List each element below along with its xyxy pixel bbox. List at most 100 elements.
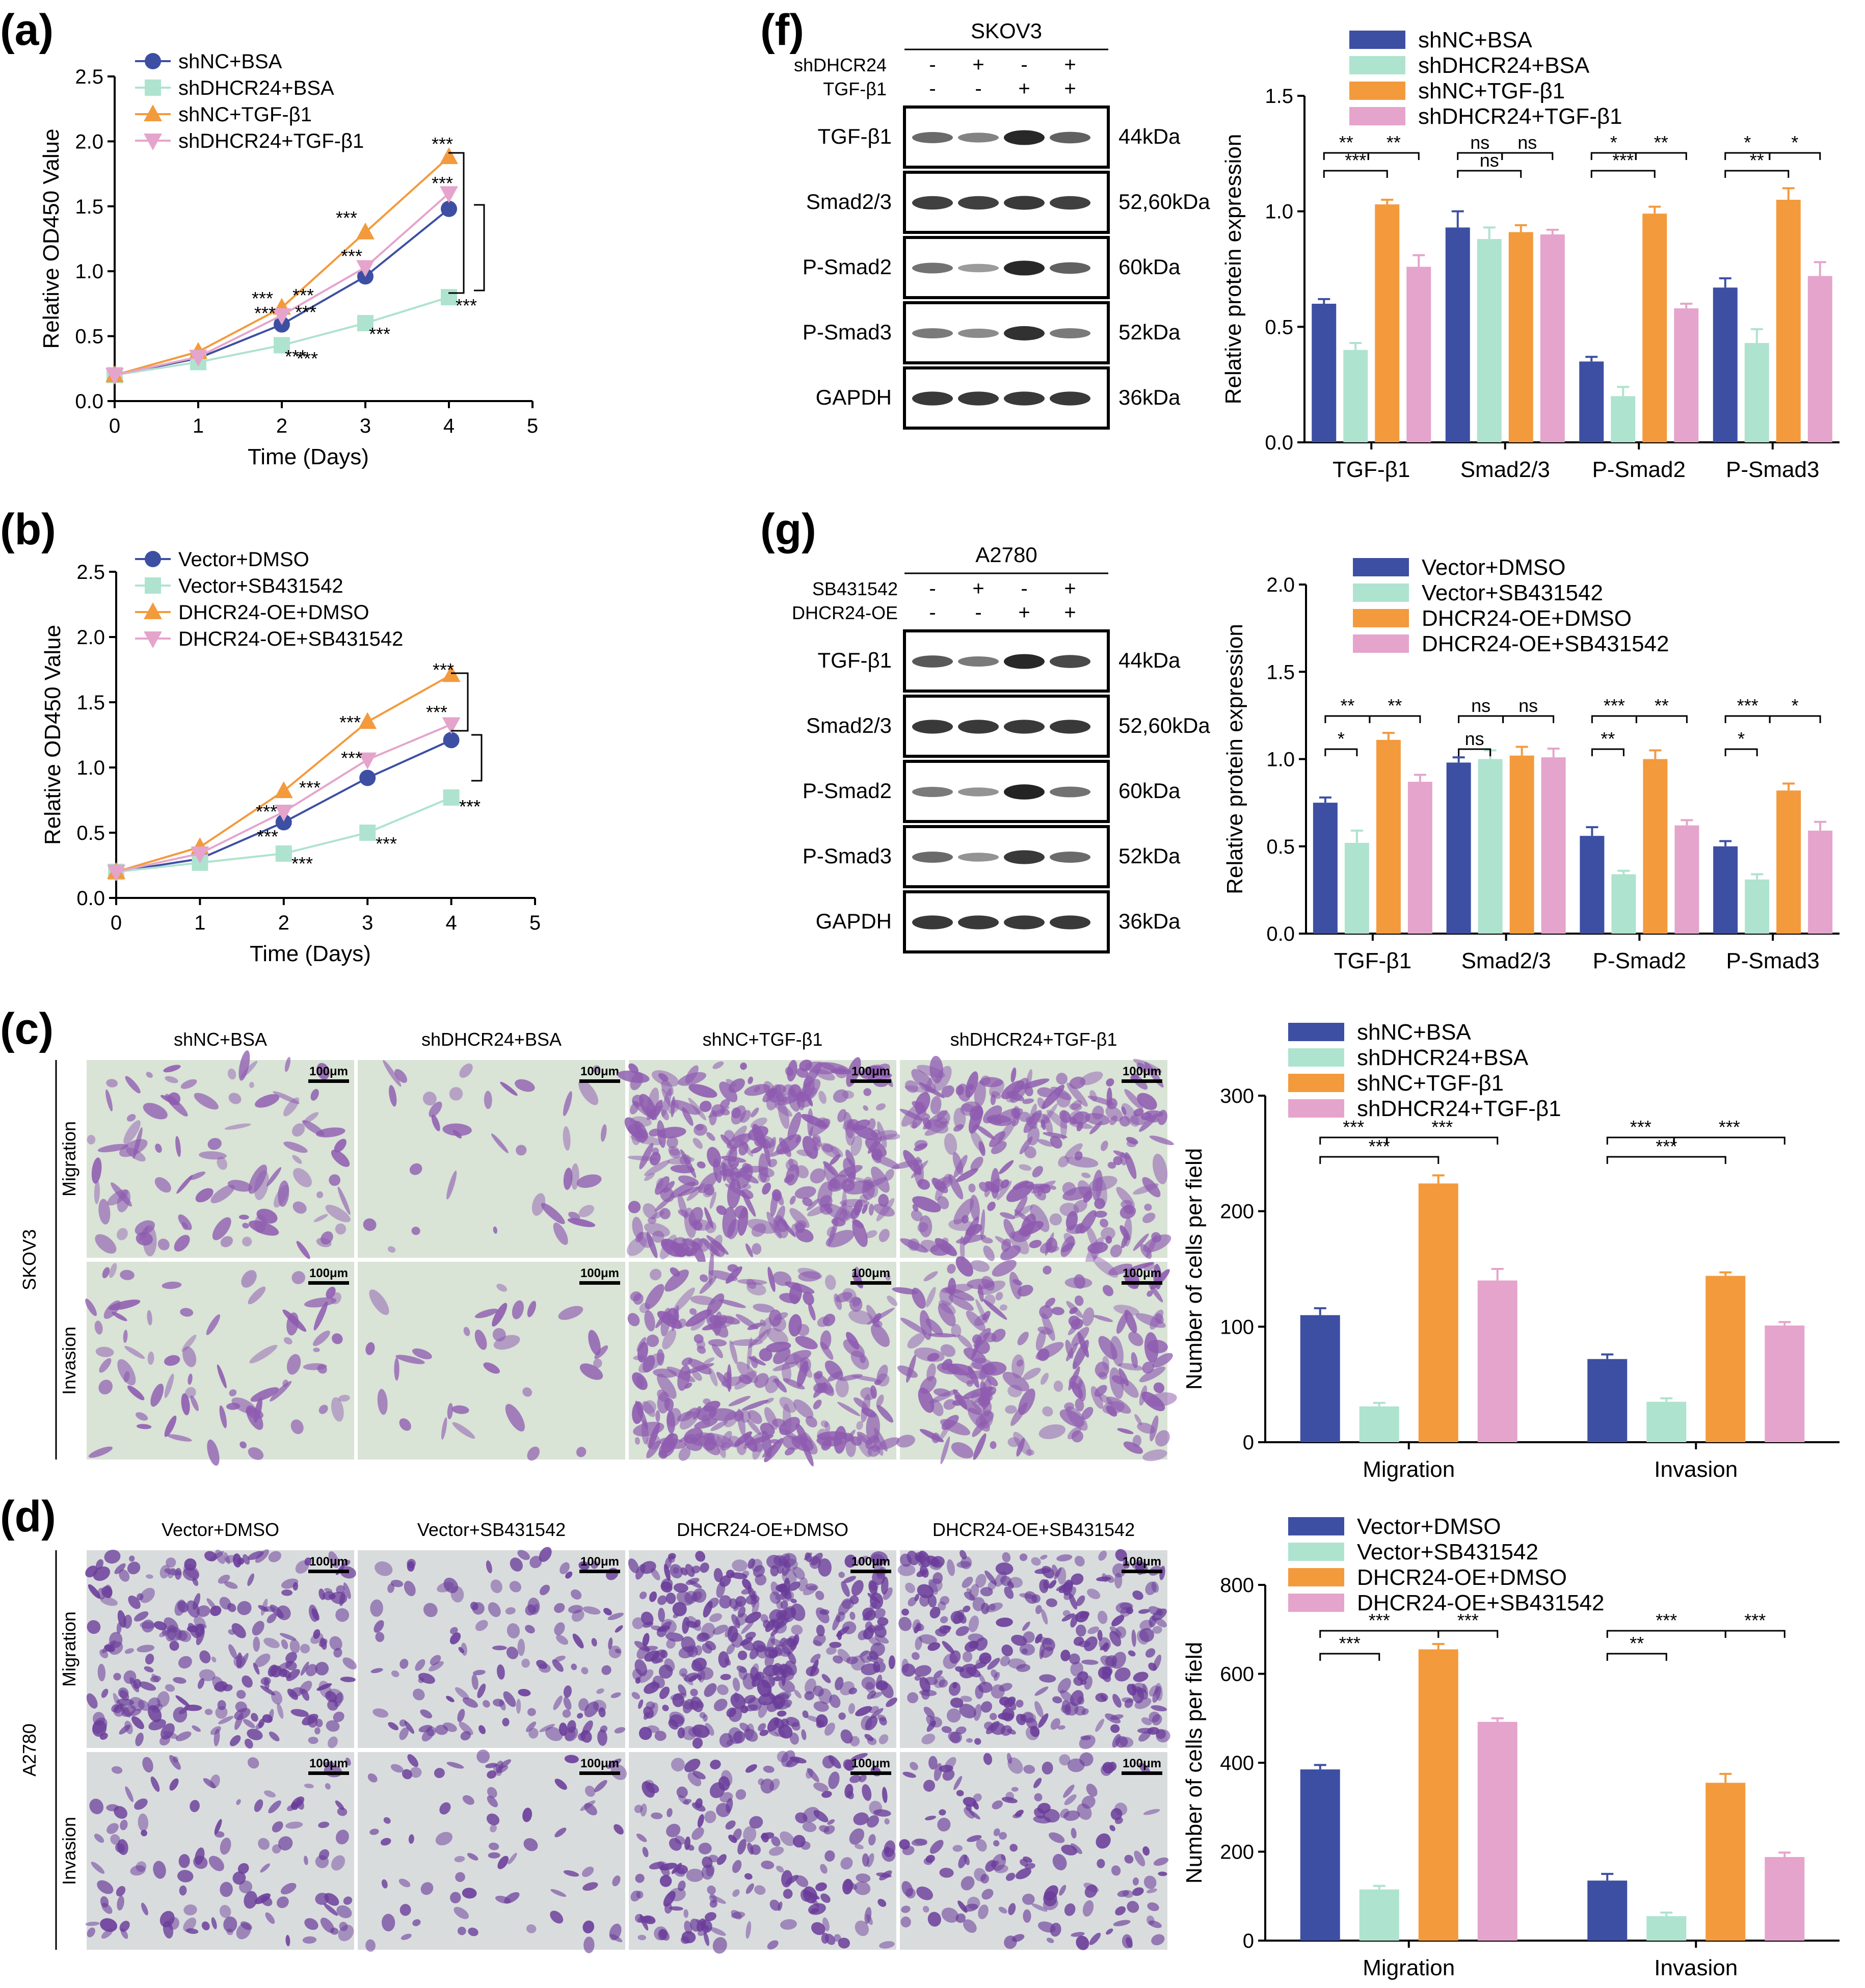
cell (948, 1174, 964, 1200)
y-tick-label: 0.5 (75, 326, 103, 348)
cell (242, 1236, 252, 1247)
cell (868, 1204, 874, 1216)
x-tick-label: P-Smad2 (1592, 457, 1686, 482)
cell (316, 1063, 330, 1080)
cell (670, 1164, 695, 1174)
blot-band (958, 263, 999, 273)
cell (1094, 1210, 1107, 1218)
x-tick-label: 0 (109, 415, 120, 437)
bar-shDHCR24+TGF-β1-Invasion (1765, 1326, 1805, 1442)
cell (459, 1063, 473, 1078)
scale-bar-label: 100μm (580, 1555, 619, 1569)
blot-kda-label: 52,60kDa (1118, 190, 1210, 214)
cell (987, 1201, 996, 1211)
cell (1089, 1090, 1097, 1102)
cell (174, 1235, 190, 1252)
cell (210, 1184, 235, 1204)
significance-label: *** (1612, 150, 1634, 171)
cell (727, 1218, 739, 1239)
legend-label: Vector+SB431542 (1357, 1540, 1538, 1565)
lane-sign: + (1064, 54, 1076, 76)
cell (527, 1446, 540, 1461)
cell (452, 1130, 462, 1139)
cell (516, 1145, 527, 1156)
cell (102, 1267, 110, 1279)
cell (914, 1143, 927, 1152)
cell (678, 1447, 691, 1461)
cell (312, 1330, 330, 1346)
cell (771, 1189, 782, 1202)
cell (850, 1135, 862, 1156)
cell (1037, 1097, 1046, 1109)
legend-marker (144, 134, 162, 150)
cell (866, 1412, 880, 1443)
lane-sign: - (975, 77, 981, 100)
cell (642, 1401, 656, 1417)
cell (1031, 1180, 1056, 1194)
blot-band (1050, 262, 1090, 274)
x-tick-label: TGF-β1 (1334, 948, 1411, 973)
legend-marker (145, 577, 161, 594)
cell (331, 1149, 350, 1167)
y-tick-label: 200 (1220, 1841, 1254, 1864)
bar-shNC+TGF-β1-P-Smad2 (1642, 214, 1667, 442)
cell (1050, 1086, 1072, 1100)
blot-band (912, 852, 953, 863)
y-tick-label: 2.5 (76, 561, 105, 584)
cell (748, 1076, 753, 1084)
cell (690, 1318, 705, 1331)
cell (207, 1439, 220, 1466)
cell (813, 1143, 820, 1152)
scale-bar-label: 100μm (1123, 1555, 1161, 1569)
blot-band (1050, 391, 1090, 406)
cell (706, 1132, 715, 1141)
micrographs-c: shNC+BSA shDHCR24+BSA shNC+TGF-β1 shDHCR24+… (19, 1029, 1177, 1467)
bar-shNC+TGF-β1-Migration (1418, 1183, 1458, 1442)
cell (136, 1424, 152, 1429)
cell (600, 1124, 607, 1142)
cell (796, 1149, 813, 1156)
cell (109, 1300, 141, 1310)
cell (217, 1156, 227, 1170)
cell (1066, 1156, 1099, 1168)
chart-b-line: 0.0 0.5 1.0 1.5 2.0 2.5 0 1 2 3 4 5 Time (Days) Relat… (40, 548, 541, 966)
significance-label: *** (369, 324, 390, 344)
panel-labels: (a) (b) (c) (d) (f) (g) (0, 6, 816, 1541)
cell (639, 1143, 654, 1170)
significance-label: *** (341, 748, 362, 768)
scale-bar-label: 100μm (1123, 1757, 1161, 1770)
cell (863, 1177, 878, 1198)
x-tick-label: Invasion (1654, 1955, 1738, 1980)
cell (870, 1323, 890, 1347)
bar-shDHCR24+TGF-β1-Smad2/3 (1540, 234, 1565, 442)
bar-Vector+DMSO-TGF-β1 (1313, 803, 1338, 934)
cell (95, 1234, 117, 1254)
cell (1009, 1271, 1022, 1300)
blot-condition-2: TGF-β1 (823, 78, 887, 99)
cell (660, 1238, 683, 1257)
cell (935, 1238, 957, 1256)
cell (254, 1214, 267, 1233)
y-tick-label: 0.0 (1266, 923, 1295, 945)
scale-bar-label: 100μm (309, 1555, 348, 1569)
scale-bar (1122, 1281, 1162, 1285)
bar-Vector+DMSO-Migration (1300, 1769, 1340, 1941)
x-tick-label: 5 (529, 912, 541, 934)
cell (1043, 1132, 1068, 1138)
legend-swatch (1288, 1074, 1344, 1092)
cell (753, 1304, 775, 1313)
data-point (440, 186, 458, 203)
data-point (443, 732, 460, 749)
cell (254, 1397, 262, 1423)
cell (98, 1380, 113, 1395)
cell (651, 1070, 679, 1087)
significance-bracket (1437, 1630, 1499, 1638)
cell (646, 1334, 659, 1347)
cell (112, 1312, 127, 1321)
cell (968, 1183, 976, 1192)
cell (730, 1162, 739, 1171)
cell-line-label: A2780 (19, 1724, 40, 1777)
cell (934, 1066, 952, 1091)
significance-label: ** (1601, 728, 1615, 749)
blot-band (1050, 196, 1090, 210)
